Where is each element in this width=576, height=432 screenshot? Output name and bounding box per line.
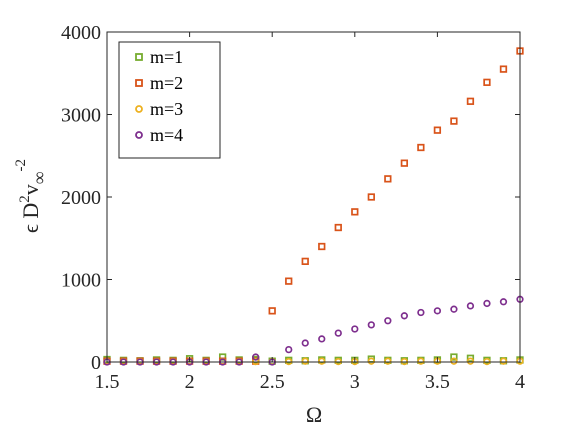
data-point xyxy=(499,357,508,365)
data-point xyxy=(417,357,425,365)
legend-entry-m1: m=1 xyxy=(135,47,183,67)
legend: m=1 m=2 m=3 m=4 xyxy=(118,41,221,159)
x-tick-label: 3.5 xyxy=(425,371,450,393)
data-point xyxy=(450,117,458,125)
series-m1 xyxy=(103,353,524,365)
data-point xyxy=(483,78,491,86)
y-axis-ticks: 0 1000 2000 3000 4000 xyxy=(61,22,520,374)
data-point xyxy=(318,335,326,343)
data-point xyxy=(301,357,309,365)
x-tick-label: 2.5 xyxy=(260,371,285,393)
x-tick-label: 2 xyxy=(185,371,195,393)
data-point xyxy=(450,353,458,361)
data-point xyxy=(450,357,458,365)
y-tick-label: 2000 xyxy=(61,187,101,209)
legend-marker-m4 xyxy=(135,131,143,139)
data-point xyxy=(334,329,342,337)
data-point xyxy=(301,339,309,347)
data-point xyxy=(466,357,475,365)
data-point xyxy=(334,223,342,232)
data-point xyxy=(433,307,442,315)
legend-label-m2: m=2 xyxy=(150,73,183,93)
data-point xyxy=(285,277,293,285)
data-point xyxy=(318,242,326,251)
data-point xyxy=(466,302,475,310)
legend-marker-m3 xyxy=(135,105,143,113)
x-tick-label: 1.5 xyxy=(95,371,120,393)
series-m4 xyxy=(103,295,524,366)
data-point xyxy=(499,65,508,73)
x-axis-label: Ω xyxy=(306,402,322,427)
data-point xyxy=(384,175,392,183)
data-point xyxy=(384,317,392,325)
legend-marker-m1 xyxy=(135,53,143,61)
y-tick-label: 0 xyxy=(91,352,101,374)
data-point xyxy=(499,298,508,306)
data-point xyxy=(351,325,359,333)
legend-box xyxy=(118,41,221,159)
data-point xyxy=(285,345,293,354)
data-point xyxy=(367,321,375,329)
legend-entry-m3: m=3 xyxy=(135,99,183,119)
legend-label-m4: m=4 xyxy=(150,125,183,145)
legend-entry-m4: m=4 xyxy=(135,125,183,145)
data-point xyxy=(466,97,475,105)
data-point xyxy=(417,143,425,152)
data-point xyxy=(268,307,276,315)
legend-entry-m2: m=2 xyxy=(135,73,183,93)
series-m3 xyxy=(103,357,524,366)
data-point xyxy=(301,257,309,265)
data-point xyxy=(351,208,359,216)
data-point xyxy=(466,354,475,362)
legend-marker-m2 xyxy=(135,79,143,87)
data-marks xyxy=(103,47,524,366)
data-point xyxy=(318,357,326,365)
data-point xyxy=(433,126,442,134)
x-tick-label: 3 xyxy=(350,371,360,393)
data-point xyxy=(400,312,409,320)
data-point xyxy=(384,357,392,365)
x-tick-label: 4 xyxy=(515,371,525,393)
data-point xyxy=(417,308,425,317)
legend-label-m3: m=3 xyxy=(150,99,183,119)
y-tick-label: 3000 xyxy=(61,105,101,127)
data-point xyxy=(367,193,375,201)
legend-label-m1: m=1 xyxy=(150,47,183,67)
y-tick-label: 1000 xyxy=(61,270,101,292)
data-point xyxy=(367,357,375,365)
x-axis-ticks: 1.5 2 2.5 3 3.5 4 xyxy=(95,32,525,393)
y-axis-label: ϵ D2v∞-2 xyxy=(13,159,49,233)
data-point xyxy=(252,353,260,361)
data-point xyxy=(450,305,458,313)
data-point xyxy=(400,159,409,167)
data-point xyxy=(483,299,491,308)
y-tick-label: 4000 xyxy=(61,22,101,44)
